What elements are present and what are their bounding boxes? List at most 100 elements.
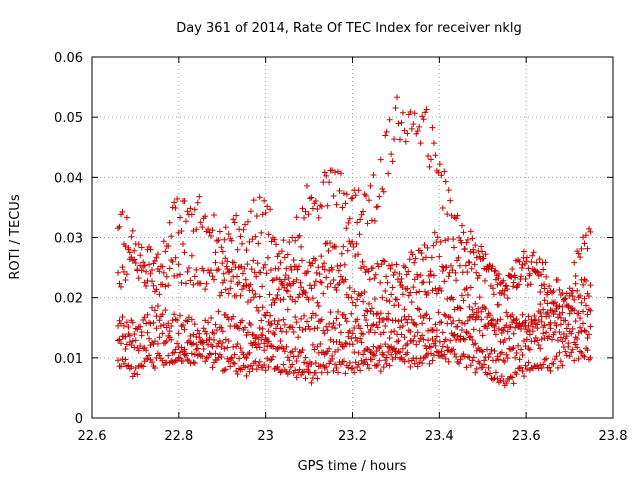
data-point [414,128,421,135]
data-point [253,304,260,311]
data-point [190,359,197,366]
data-point [323,172,330,179]
data-point [367,182,374,189]
data-point [389,284,396,291]
data-point [168,322,175,329]
data-point [395,120,402,127]
data-point [513,371,520,378]
data-point [293,374,300,381]
data-point [156,317,163,324]
y-axis-label: ROTI / TECUs [8,194,23,279]
data-point [475,305,482,312]
data-point [281,348,288,355]
x-tick-label: 22.6 [78,429,107,444]
data-point [491,324,498,331]
data-point [431,229,438,236]
data-point [255,240,262,247]
data-point [492,331,499,338]
data-point [162,248,169,255]
data-point [350,243,357,250]
data-point [382,357,389,364]
data-point [302,354,309,361]
data-point [277,325,284,332]
data-point [439,268,446,275]
data-point [538,271,545,278]
data-point [458,292,465,299]
data-point [317,362,324,369]
data-point [212,321,219,328]
data-point [149,278,156,285]
data-point [518,346,525,353]
data-point [514,282,521,289]
data-point [332,325,339,332]
data-point [358,330,365,337]
data-point [464,269,471,276]
data-point [575,250,582,257]
data-point [244,329,251,336]
data-point [286,239,293,246]
data-point [388,291,395,298]
data-point [333,201,340,208]
data-point [256,358,263,365]
data-point [497,280,504,287]
data-point [550,331,557,338]
data-point [420,336,427,343]
data-point [368,305,375,312]
data-point [399,345,406,352]
data-point [128,233,135,240]
data-point [518,273,525,280]
data-point [427,156,434,163]
data-point [546,333,553,340]
data-point [504,286,511,293]
data-point [194,199,201,206]
data-point [442,178,449,185]
data-point [405,268,412,275]
data-point [116,223,123,230]
data-point [478,347,485,354]
data-point [278,248,285,255]
data-point [453,353,460,360]
data-point [230,313,237,320]
data-point [580,320,587,327]
data-point [461,320,468,327]
data-point [543,329,550,336]
data-point [467,362,474,369]
data-point [373,362,380,369]
data-point [333,286,340,293]
data-point [215,266,222,273]
data-point [308,194,315,201]
x-tick-label: 23 [257,429,274,444]
data-point [299,369,306,376]
data-point [407,328,414,335]
data-point [182,317,189,324]
data-point [330,319,337,326]
data-point [151,257,158,264]
data-point [286,357,293,364]
data-point [537,362,544,369]
data-point [271,299,278,306]
data-point [311,346,318,353]
data-point [339,343,346,350]
data-point [308,285,315,292]
data-point [571,259,578,266]
data-point [562,317,569,324]
data-point [388,151,395,158]
data-point [162,307,169,314]
data-point [482,305,489,312]
data-point [391,269,398,276]
data-point [146,261,153,268]
data-point [261,340,268,347]
data-point [578,245,585,252]
data-point [368,217,375,224]
data-point [456,360,463,367]
data-point [463,364,470,371]
data-point [374,203,381,210]
data-point [363,192,370,199]
data-point [575,329,582,336]
data-point [450,332,457,339]
data-point [385,348,392,355]
data-point [435,309,442,316]
data-point [374,361,381,368]
data-point [543,355,550,362]
data-point [445,358,452,365]
